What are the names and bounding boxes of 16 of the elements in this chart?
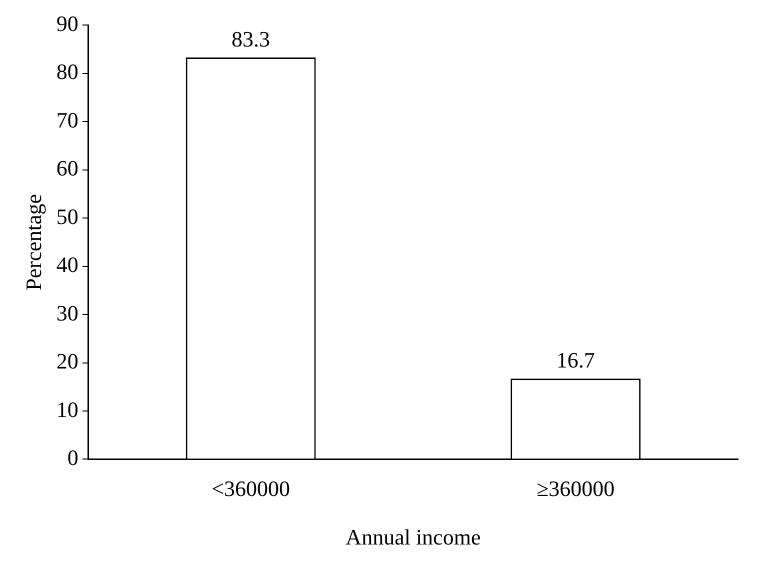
y-tick-label: 30 xyxy=(56,300,78,326)
y-axis-title: Percentage xyxy=(20,194,46,290)
y-tick-label: 20 xyxy=(56,348,78,374)
y-tick-label: 70 xyxy=(56,107,78,132)
y-tick-label: 60 xyxy=(56,156,78,181)
y-tick-label: 50 xyxy=(56,204,78,229)
data-label: 16.7 xyxy=(556,347,595,372)
y-tick-label: 90 xyxy=(56,10,78,36)
y-tick-label: 40 xyxy=(56,252,78,278)
x-tick-label: <360000 xyxy=(212,476,290,502)
y-tick-label: 0 xyxy=(67,444,78,470)
y-tick-label: 80 xyxy=(56,59,78,84)
x-axis-title: Annual income xyxy=(346,524,481,550)
data-label: 83.3 xyxy=(232,26,270,52)
y-tick-label: 10 xyxy=(56,396,78,422)
x-tick-label: ≥360000 xyxy=(536,476,615,502)
